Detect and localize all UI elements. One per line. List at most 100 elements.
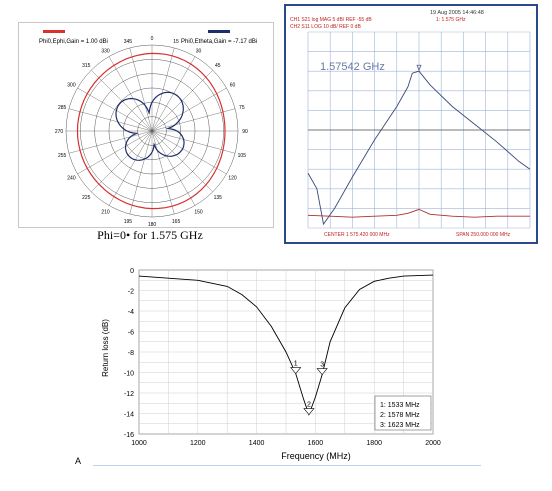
marker-legend-entry: 3: 1623 MHz: [380, 422, 420, 429]
polar-angle-label: 270: [55, 129, 64, 135]
polar-grid-spoke: [151, 47, 175, 132]
legend-swatch-ephi: [43, 30, 65, 33]
rl-marker-label: 2: [307, 402, 311, 409]
polar-angle-label: 345: [124, 39, 133, 45]
polar-grid-spoke: [151, 87, 227, 132]
rl-markers: 1 2 3: [290, 361, 328, 415]
polar-angle-label: 255: [58, 153, 67, 159]
x-tick-label: 1200: [190, 440, 206, 447]
y-tick-label: -10: [124, 371, 134, 378]
rl-marker-triangle: [290, 367, 302, 374]
rl-y-tick-labels: 0 -2 -4 -6 -8 -10 -12 -14 -16: [124, 268, 134, 439]
polar-grid-spoke: [68, 130, 153, 154]
polar-angle-label: 150: [194, 210, 203, 216]
bottom-divider: [93, 465, 481, 466]
return-loss-chart-panel: 0 -2 -4 -6 -8 -10 -12 -14 -16 1000 1200 1400 1600 18…: [95, 256, 480, 464]
polar-chart: Phi0,Ephi,Gain = 1.00 dBi Phi0,Etheta,Ga…: [39, 30, 257, 228]
y-tick-label: -16: [124, 432, 134, 439]
polar-chart-panel: Phi0,Ephi,Gain = 1.00 dBi Phi0,Etheta,Ga…: [18, 22, 274, 228]
polar-angle-label: 135: [214, 195, 223, 201]
polar-angle-label: 285: [58, 105, 67, 111]
x-tick-label: 1000: [131, 440, 147, 447]
rl-marker-triangle: [316, 368, 328, 376]
polar-angle-label: 300: [67, 83, 76, 89]
polar-grid-spoke: [151, 108, 236, 132]
polar-grid-spoke: [151, 130, 227, 175]
polar-angle-label: 120: [228, 176, 237, 182]
polar-angle-labels: 0 15 30 45 60 75 90 105 120 135 150 165 180 195 210 225…: [55, 36, 248, 228]
polar-angle-label: 0: [151, 36, 154, 42]
polar-angle-label: 330: [101, 48, 110, 54]
na-header-line2: CH2 S11 LOG 10 dB/ REF 0 dB: [290, 24, 361, 30]
na-marker-triangle: [416, 64, 422, 72]
network-analyzer-panel: 19 Aug 2005 14:46:48 CH1 S21 log MAG 5 d…: [284, 4, 538, 244]
legend-entry-ephi: Phi0,Ephi,Gain = 1.00 dBi: [39, 39, 108, 45]
polar-grid-spoke: [91, 70, 153, 132]
polar-grid-spoke: [151, 130, 196, 206]
marker-legend: 1: 1533 MHz 2: 1578 MHz 3: 1623 MHz: [374, 395, 432, 431]
polar-angle-label: 210: [101, 210, 110, 216]
return-loss-chart: 0 -2 -4 -6 -8 -10 -12 -14 -16 1000 1200 1400 1600 18…: [101, 268, 441, 461]
rl-marker-label: 3: [320, 362, 324, 369]
polar-grid-spoke: [77, 130, 153, 175]
rl-x-tick-labels: 1000 1200 1400 1600 1800 2000: [131, 440, 441, 447]
rl-marker-label: 1: [294, 361, 298, 368]
polar-angle-label: 240: [67, 176, 76, 182]
y-tick-label: -2: [128, 289, 134, 296]
series-etheta-trace: [115, 91, 185, 161]
y-tick-label: -12: [124, 391, 134, 398]
y-tick-label: -4: [128, 309, 134, 316]
polar-angle-label: 225: [82, 195, 91, 201]
na-footer-span: SPAN 250.000 000 MHz: [456, 232, 511, 238]
rl-marker-triangle: [303, 408, 315, 415]
na-date: 19 Aug 2005 14:46:48: [430, 10, 484, 16]
polar-grid-spoke: [151, 70, 213, 132]
polar-angle-label: 315: [82, 63, 91, 69]
footer-mark: A: [75, 456, 82, 466]
polar-grid-spoke: [151, 130, 175, 215]
y-tick-label: -8: [128, 350, 134, 357]
marker-legend-box: [374, 395, 432, 431]
na-grid: [307, 31, 531, 229]
series-ephi-trace: [76, 52, 226, 210]
polar-angle-label: 75: [239, 105, 245, 111]
polar-angle-label: 30: [196, 48, 202, 54]
na-trace-s11: [307, 208, 530, 218]
na-header-line1: CH1 S21 log MAG 5 dB/ REF -55 dB: [290, 17, 372, 23]
legend-swatch-etheta: [208, 30, 230, 33]
polar-angle-label: 90: [242, 129, 248, 135]
polar-grid: [65, 44, 239, 218]
polar-grid-spoke: [91, 130, 153, 192]
polar-angle-label: 15: [173, 39, 179, 45]
x-axis-label: Frequency (MHz): [281, 451, 351, 461]
polar-grid-spoke: [151, 130, 236, 154]
polar-caption: Phi=0• for 1.575 GHz: [97, 228, 203, 242]
polar-angle-label: 105: [238, 153, 247, 159]
x-tick-label: 2000: [425, 440, 441, 447]
y-axis-label: Return loss (dB): [101, 319, 110, 377]
network-analyzer-chart: 19 Aug 2005 14:46:48 CH1 S21 log MAG 5 d…: [290, 10, 531, 238]
y-tick-label: 0: [130, 268, 134, 275]
polar-angle-label: 195: [124, 219, 133, 225]
polar-grid-spoke: [151, 130, 213, 192]
polar-angle-label: 165: [172, 219, 181, 225]
x-tick-label: 1600: [308, 440, 324, 447]
na-footer-center: CENTER 1 575.420 000 MHz: [324, 232, 390, 238]
x-tick-label: 1800: [366, 440, 382, 447]
polar-grid-spoke: [108, 130, 153, 206]
na-marker-readout: 1: 1.575 GHz: [436, 17, 466, 23]
polar-grid-spoke: [129, 47, 153, 132]
marker-legend-entry: 1: 1533 MHz: [380, 402, 420, 409]
polar-angle-label: 60: [230, 83, 236, 89]
y-tick-label: -14: [124, 412, 134, 419]
marker-legend-entry: 2: 1578 MHz: [380, 412, 420, 419]
polar-angle-label: 45: [215, 63, 221, 69]
polar-grid-spoke: [108, 56, 153, 132]
x-tick-label: 1400: [249, 440, 265, 447]
polar-angle-label: 180: [148, 222, 157, 227]
polar-grid-spoke: [77, 87, 153, 132]
polar-grid-spoke: [68, 108, 153, 132]
na-marker-label: 1.57542 GHz: [320, 61, 385, 73]
y-tick-label: -6: [128, 330, 134, 337]
legend-entry-etheta: Phi0,Etheta,Gain = -7.17 dBi: [181, 39, 257, 45]
